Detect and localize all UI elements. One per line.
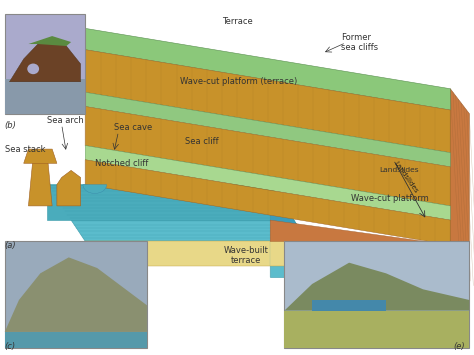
Polygon shape — [85, 146, 450, 220]
Polygon shape — [28, 36, 71, 46]
Text: Wave-cut platform (terrace): Wave-cut platform (terrace) — [180, 77, 297, 86]
Text: Wave-cut platform: Wave-cut platform — [351, 194, 428, 203]
Polygon shape — [270, 220, 469, 277]
Polygon shape — [85, 50, 450, 153]
Text: Sea stack: Sea stack — [5, 144, 45, 154]
Text: (a): (a) — [5, 241, 17, 250]
Polygon shape — [270, 241, 469, 277]
Polygon shape — [312, 300, 386, 311]
Polygon shape — [85, 106, 450, 206]
Polygon shape — [85, 28, 450, 110]
Text: Former
sea cliffs: Former sea cliffs — [341, 33, 378, 52]
Polygon shape — [85, 92, 450, 167]
Text: Wave-built
terrace: Wave-built terrace — [224, 246, 269, 265]
Polygon shape — [57, 170, 81, 206]
Ellipse shape — [27, 64, 39, 74]
Polygon shape — [85, 241, 308, 266]
Polygon shape — [28, 156, 52, 206]
Text: (c): (c) — [5, 343, 16, 351]
Bar — [5, 79, 85, 114]
Polygon shape — [5, 257, 147, 332]
Text: Sea arch: Sea arch — [47, 116, 84, 125]
Polygon shape — [9, 39, 81, 82]
Text: Sea cave: Sea cave — [114, 123, 152, 132]
Polygon shape — [284, 263, 469, 311]
Text: Landslides: Landslides — [379, 168, 419, 173]
Polygon shape — [47, 185, 308, 241]
Text: (b): (b) — [5, 121, 17, 130]
Text: Landslides: Landslides — [392, 160, 419, 195]
Polygon shape — [284, 311, 469, 348]
Bar — [5, 241, 147, 348]
Polygon shape — [47, 185, 270, 220]
Polygon shape — [85, 160, 450, 245]
Wedge shape — [83, 185, 107, 193]
Polygon shape — [270, 185, 308, 277]
Polygon shape — [24, 149, 57, 163]
Bar — [5, 332, 147, 348]
Text: Sea cliff: Sea cliff — [185, 137, 219, 147]
Text: Notched cliff: Notched cliff — [95, 159, 148, 168]
Bar — [5, 14, 85, 114]
Text: Terrace: Terrace — [222, 17, 252, 26]
Bar — [284, 241, 469, 348]
Polygon shape — [450, 89, 469, 277]
Text: (e): (e) — [453, 343, 465, 351]
